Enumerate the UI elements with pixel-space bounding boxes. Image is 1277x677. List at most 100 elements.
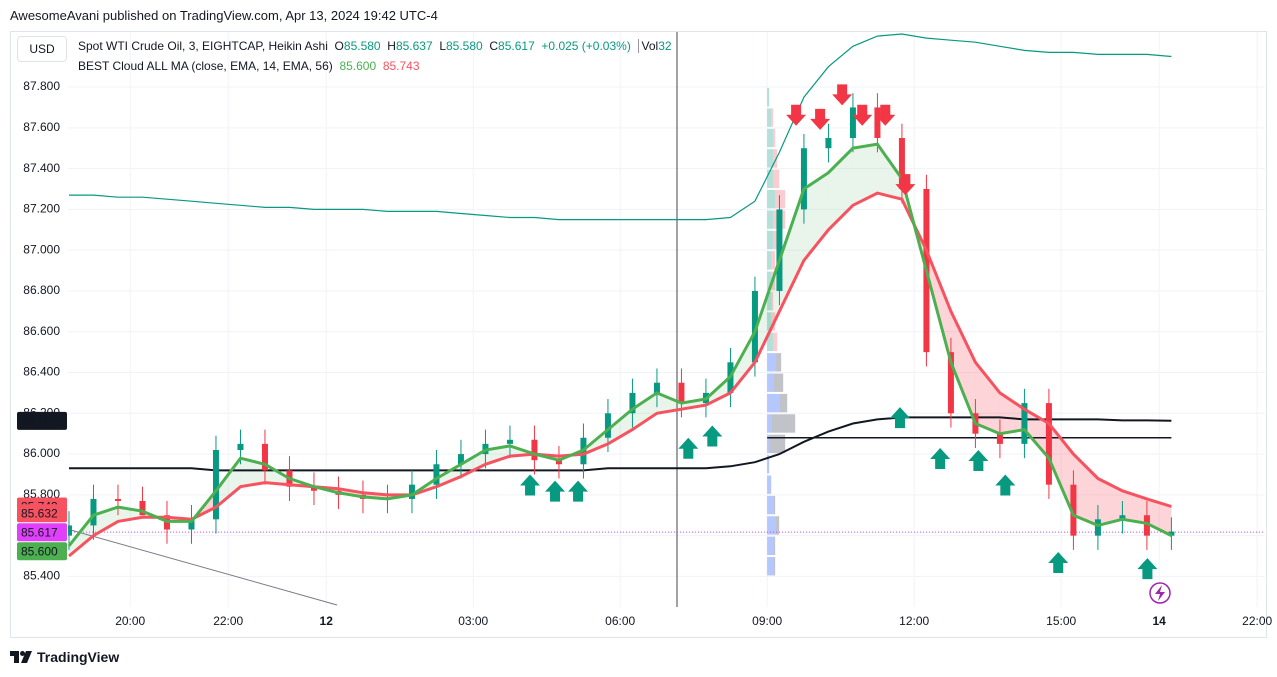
volume-profile-up [767,332,774,352]
x-tick-label: 22:00 [1242,614,1272,628]
x-tick-label: 06:00 [605,614,635,628]
volume-profile-up [767,495,774,515]
indicator-label: BEST Cloud ALL MA (close, EMA, 14, EMA, … [78,59,333,73]
buy-arrow [702,425,723,447]
volume-profile-up [767,149,774,168]
sell-arrow [895,174,916,196]
indicator-line [69,416,1172,472]
y-tick-label: 87.400 [23,161,60,175]
buy-arrow [930,447,951,469]
volume-profile-down [775,353,782,372]
candle-body [1094,519,1101,536]
sell-arrow [852,104,873,126]
candle-body [849,107,856,139]
candle-body [1070,484,1077,536]
open: 85.580 [343,39,381,53]
y-tick-label: 86.000 [23,446,60,460]
price-label: 85.617 [21,525,58,539]
candle-body [506,439,513,444]
volume-profile-down [771,251,776,270]
x-tick-label: 20:00 [115,614,145,628]
candle-body [1045,403,1052,485]
volume-profile-up [767,434,770,454]
volume-profile-down [773,169,780,189]
candle-body [898,138,905,190]
alert-icon [1149,582,1171,604]
volume-profile-up [767,455,770,474]
candle-body [90,498,97,526]
buy-arrow [678,437,699,459]
volume-profile-up [767,414,772,433]
volume-profile-up [767,353,776,372]
cloud-fill [1146,498,1172,536]
cloud-fill [754,260,780,363]
price-label-box [17,504,67,523]
price-label-box [17,411,67,430]
volume-profile-up [767,516,776,535]
cloud-fill [607,409,633,444]
candle-body [114,498,121,501]
cloud-fill [975,362,1000,434]
cloud-fill [656,392,682,414]
price-label: 86.163 [21,414,58,428]
candle-body [776,209,783,291]
cloud-fill [779,189,804,312]
buy-arrow [1137,558,1158,580]
candle-body [1143,515,1150,536]
symbol: Spot WTI Crude Oil, 3, EIGHTCAP, Heikin … [78,39,328,53]
candle-body [310,486,317,491]
x-tick-label: 15:00 [1046,614,1076,628]
currency-button[interactable]: USD [17,36,67,62]
volume-profile-down [779,393,788,413]
publish-info: AwesomeAvani published on TradingView.co… [10,8,438,23]
volume-profile-down [771,108,774,127]
volume-profile-down [773,332,778,352]
volume-profile-up [767,291,772,311]
y-tick-label: 87.800 [23,79,60,93]
candle-body [1021,403,1028,444]
volume-profile-down [773,557,776,576]
x-tick-label: 03:00 [458,614,488,628]
volume: 32 [658,39,672,53]
buy-arrow [568,480,589,502]
volume-profile-down [771,414,796,433]
buy-arrow [520,474,541,496]
close: 85.617 [498,39,535,53]
candle-body [1119,515,1126,520]
volume-profile-up [767,169,774,189]
volume-profile-down [773,495,776,515]
candle-body [408,484,415,499]
price-label: 85.600 [21,544,58,558]
candle-body [947,352,954,414]
y-tick-label: 86.400 [23,365,60,379]
cloud-fill [485,445,510,465]
candle-body [68,525,72,536]
candle-body [555,460,562,465]
buy-arrow [889,407,910,429]
cloud-fill [68,515,94,557]
volume-profile-down [775,190,786,209]
candle-body [653,382,660,393]
volume-profile-up [767,393,780,413]
cloud-fill [1097,478,1123,526]
trendline [68,529,338,606]
cloud-fill [803,172,829,261]
candle-body [237,443,244,450]
volume-profile-up [767,190,776,209]
c-label: C [489,39,499,53]
y-tick-label: 87.200 [23,202,60,216]
cloud-fill [1073,454,1098,526]
x-tick-label: 12 [320,614,334,628]
brand: TradingView [37,649,120,665]
cloud-fill [950,311,976,424]
candle-body [874,107,881,139]
high: 85.637 [395,39,433,53]
x-tick-label: 22:00 [213,614,243,628]
l-label: L [439,39,446,53]
logo [10,651,32,663]
volume-profile-up [767,108,772,127]
h-label: H [387,39,396,53]
volume-profile-down [773,149,778,168]
price-label-box [17,542,67,561]
